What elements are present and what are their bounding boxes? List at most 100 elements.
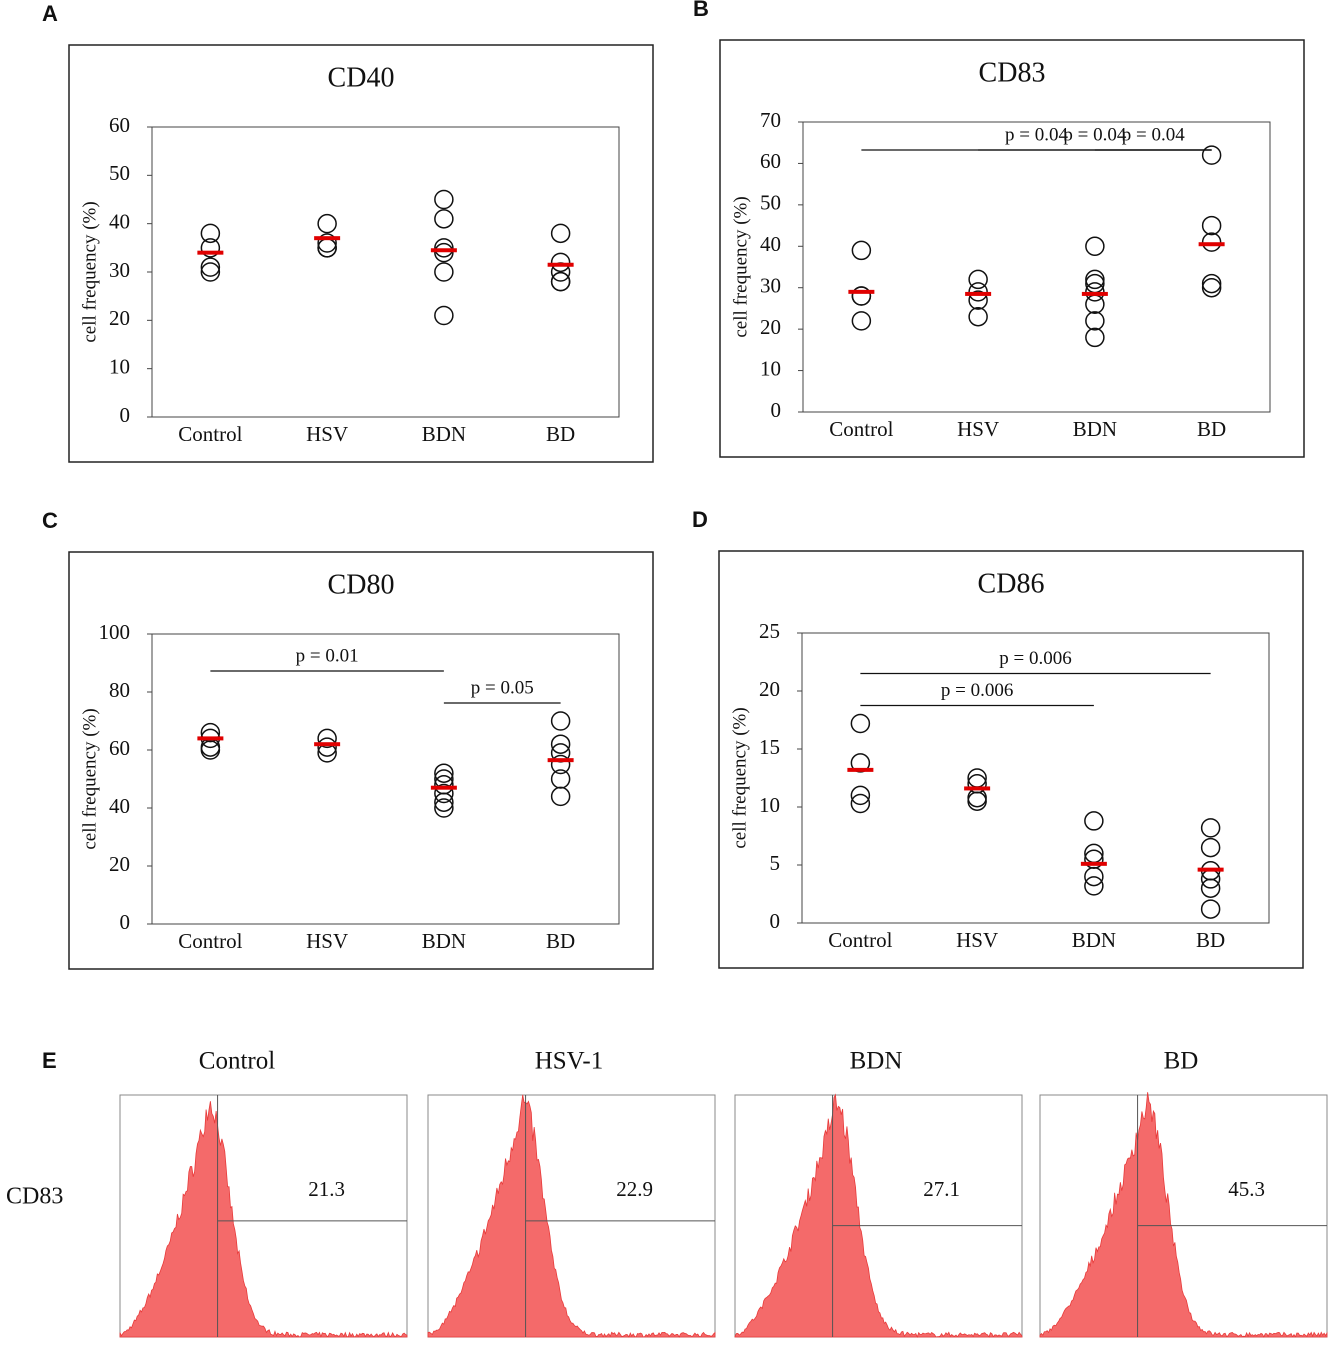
x-tick-label: BD — [1196, 928, 1225, 952]
data-point — [1085, 311, 1105, 331]
plot-frame — [801, 632, 1270, 924]
y-tick-label: 50 — [109, 161, 130, 185]
data-point — [968, 290, 988, 310]
data-point — [850, 753, 871, 773]
data-point — [1200, 899, 1221, 919]
y-tick-label: 0 — [120, 403, 131, 427]
data-point — [434, 783, 454, 804]
gate-percent: 22.9 — [616, 1177, 653, 1201]
plot-frame — [151, 126, 620, 418]
mean-bar — [1197, 867, 1224, 872]
mean-bar — [314, 742, 341, 747]
chart-title: CD40 — [328, 62, 395, 93]
mean-bar — [314, 236, 341, 241]
data-point — [1200, 818, 1221, 838]
panel-letter: A — [42, 1, 58, 26]
data-point — [200, 238, 221, 258]
data-point — [851, 286, 872, 306]
data-point — [434, 305, 454, 326]
mean-bar — [965, 291, 992, 296]
y-tick-label: 10 — [760, 356, 781, 380]
x-tick-label: BD — [546, 422, 575, 446]
data-point — [1085, 236, 1105, 257]
plot-frame — [151, 633, 620, 925]
histogram — [1039, 1092, 1328, 1338]
comparison-label: p = 0.04 — [1063, 124, 1126, 145]
x-tick-label: HSV — [957, 417, 999, 441]
y-tick-label: 0 — [120, 910, 131, 934]
y-tick-label: 20 — [760, 315, 781, 339]
chart-title: CD83 — [979, 57, 1046, 88]
data-point — [1201, 277, 1222, 298]
y-tick-label: 100 — [99, 620, 131, 644]
data-point — [317, 737, 337, 757]
mean-bar — [848, 289, 875, 294]
mean-bar — [197, 250, 224, 255]
data-point — [968, 269, 988, 290]
x-tick-label: Control — [829, 417, 893, 441]
sample-title: HSV-1 — [535, 1048, 604, 1075]
y-tick-label: 0 — [771, 398, 782, 422]
gate-percent: 21.3 — [308, 1177, 345, 1201]
data-point — [200, 223, 221, 244]
mean-bar — [1198, 242, 1225, 247]
y-tick-label: 5 — [770, 851, 781, 875]
y-axis-label: cell frequency (%) — [730, 196, 751, 337]
y-tick-label: 0 — [770, 909, 781, 933]
mean-bar — [197, 736, 224, 741]
data-point — [550, 754, 571, 775]
mean-bar — [1081, 291, 1108, 296]
data-point — [1084, 876, 1104, 896]
data-point — [434, 763, 454, 783]
data-point — [1085, 269, 1105, 290]
gate-percent: 27.1 — [923, 1177, 960, 1201]
comparison-label: p = 0.006 — [999, 648, 1071, 669]
y-tick-label: 20 — [109, 306, 130, 330]
data-point — [317, 233, 337, 253]
y-tick-label: 60 — [109, 736, 130, 760]
panel-frame — [68, 551, 654, 970]
mean-bar — [547, 262, 574, 267]
x-tick-label: Control — [178, 929, 242, 953]
data-point — [850, 713, 871, 734]
panel-letter: D — [692, 507, 708, 532]
data-point — [317, 728, 337, 749]
gate-percent: 45.3 — [1228, 1177, 1265, 1201]
comparison-label: p = 0.05 — [471, 677, 534, 698]
data-point — [434, 209, 454, 229]
histogram — [427, 1094, 716, 1338]
x-tick-label: BDN — [422, 422, 466, 446]
y-tick-label: 60 — [109, 113, 130, 137]
data-point — [850, 785, 871, 806]
y-tick-label: 40 — [760, 232, 781, 256]
data-point — [434, 262, 454, 282]
panel-letter: E — [42, 1048, 57, 1073]
y-tick-label: 20 — [759, 677, 780, 701]
comparison-label: p = 0.006 — [941, 680, 1013, 701]
histogram — [734, 1093, 1023, 1338]
y-tick-label: 10 — [109, 354, 130, 378]
data-point — [1201, 232, 1222, 252]
x-tick-label: Control — [178, 422, 242, 446]
y-tick-label: 10 — [759, 793, 780, 817]
x-tick-label: BDN — [1073, 417, 1117, 441]
mean-bar — [1080, 861, 1107, 866]
data-point — [967, 791, 987, 811]
mean-bar — [430, 785, 457, 790]
x-tick-label: BDN — [1072, 928, 1116, 952]
y-tick-label: 20 — [109, 852, 130, 876]
data-point — [550, 786, 571, 807]
y-tick-label: 25 — [759, 619, 780, 643]
x-tick-label: HSV — [956, 928, 998, 952]
sample-title: BDN — [850, 1048, 903, 1075]
y-tick-label: 70 — [760, 108, 781, 132]
data-point — [1200, 878, 1221, 898]
y-tick-label: 15 — [759, 735, 780, 759]
comparison-label: p = 0.04 — [1005, 124, 1068, 145]
panel-frame — [68, 44, 654, 463]
data-point — [967, 787, 987, 808]
mean-bar — [964, 786, 991, 791]
row-label: CD83 — [6, 1184, 63, 1210]
mean-bar — [847, 767, 874, 772]
